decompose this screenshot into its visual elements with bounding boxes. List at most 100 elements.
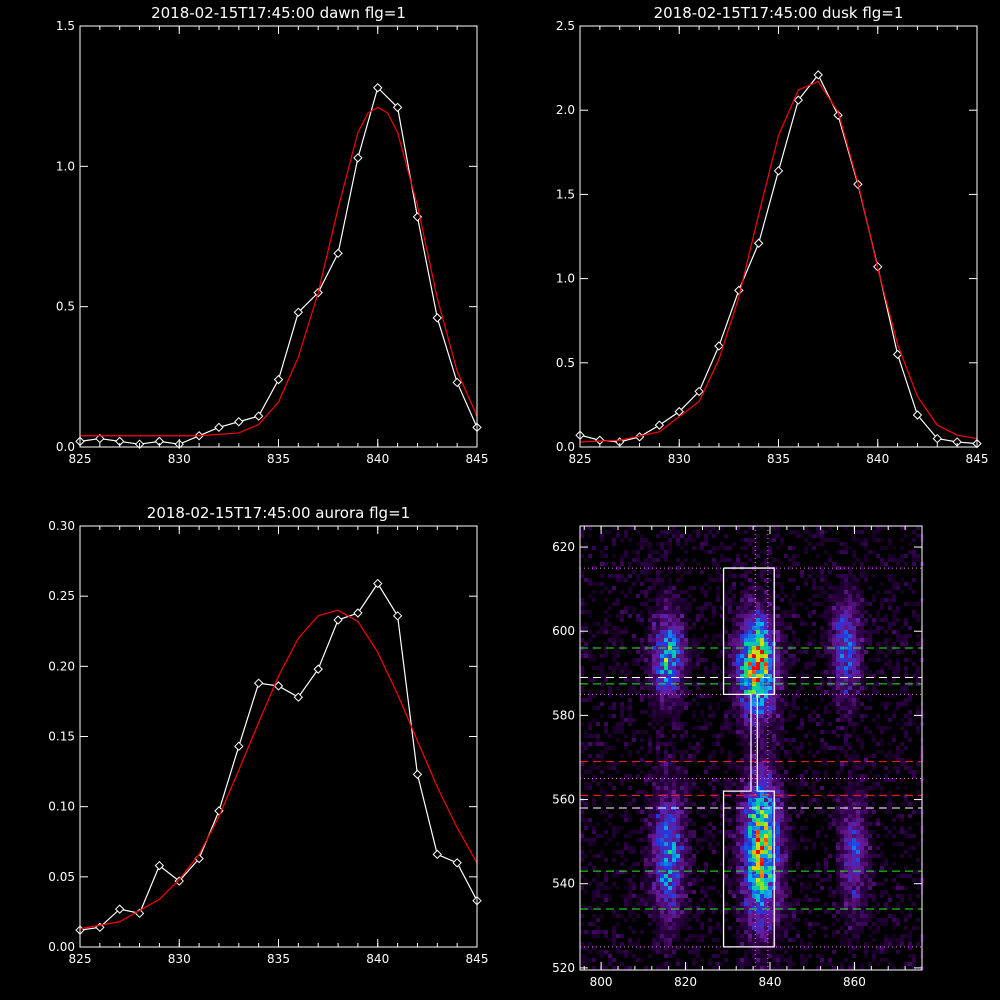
heatmap-cell <box>844 578 848 582</box>
heatmap-cell <box>844 826 848 830</box>
heatmap-cell <box>580 530 584 534</box>
heatmap-cell <box>692 558 696 562</box>
heatmap-cell <box>648 642 652 646</box>
heatmap-cell <box>612 830 616 834</box>
heatmap-cell <box>748 662 752 666</box>
heatmap-cell <box>580 846 584 850</box>
heatmap-cell <box>840 542 844 546</box>
heatmap-cell <box>604 630 608 634</box>
heatmap-cell <box>656 642 660 646</box>
heatmap-cell <box>836 810 840 814</box>
heatmap-cell <box>780 782 784 786</box>
chart-panel-3: 825 830 835 840 8450.000.050.100.150.200.250… <box>48 504 488 966</box>
heatmap-cell <box>588 694 592 698</box>
heatmap-cell <box>744 766 748 770</box>
heatmap-cell <box>892 842 896 846</box>
heatmap-cell <box>896 886 900 890</box>
heatmap-cell <box>712 614 716 618</box>
heatmap-cell <box>836 630 840 634</box>
heatmap-cell <box>620 574 624 578</box>
heatmap-cell <box>624 610 628 614</box>
heatmap-cell <box>680 650 684 654</box>
heatmap-cell <box>868 886 872 890</box>
heatmap-cell <box>768 734 772 738</box>
heatmap-cell <box>872 618 876 622</box>
heatmap-cell <box>688 654 692 658</box>
heatmap-cell <box>596 742 600 746</box>
heatmap-cell <box>784 910 788 914</box>
heatmap-cell <box>752 686 756 690</box>
heatmap-cell <box>912 774 916 778</box>
heatmap-cell <box>860 830 864 834</box>
heatmap-cell <box>696 658 700 662</box>
heatmap-cell <box>740 674 744 678</box>
heatmap-cell <box>776 858 780 862</box>
heatmap-cell <box>748 686 752 690</box>
heatmap-cell <box>824 758 828 762</box>
heatmap-cell <box>584 794 588 798</box>
heatmap-cell <box>804 846 808 850</box>
heatmap-cell <box>764 602 768 606</box>
heatmap-cell <box>656 690 660 694</box>
heatmap-cell <box>744 694 748 698</box>
heatmap-cell <box>692 650 696 654</box>
heatmap-cell <box>592 878 596 882</box>
heatmap-cell <box>804 782 808 786</box>
heatmap-cell <box>820 590 824 594</box>
heatmap-cell <box>752 738 756 742</box>
heatmap-cell <box>740 714 744 718</box>
heatmap-cell <box>884 714 888 718</box>
heatmap-cell <box>752 758 756 762</box>
heatmap-cell <box>668 902 672 906</box>
plot-frame <box>79 525 478 948</box>
heatmap-cell <box>704 534 708 538</box>
heatmap-cell <box>804 906 808 910</box>
heatmap-cell <box>732 650 736 654</box>
heatmap-cell <box>688 638 692 642</box>
heatmap-cell <box>776 638 780 642</box>
heatmap-cell <box>668 658 672 662</box>
heatmap-cell <box>728 726 732 730</box>
heatmap-cell <box>796 614 800 618</box>
heatmap-cell <box>592 634 596 638</box>
heatmap-cell <box>760 906 764 910</box>
heatmap-cell <box>912 614 916 618</box>
heatmap-cell <box>604 750 608 754</box>
heatmap-cell <box>852 766 856 770</box>
heatmap-cell <box>852 886 856 890</box>
heatmap-cell <box>764 582 768 586</box>
heatmap-cell <box>648 606 652 610</box>
heatmap-cell <box>784 694 788 698</box>
heatmap-cell <box>780 790 784 794</box>
heatmap-cell <box>836 562 840 566</box>
heatmap-cell <box>640 590 644 594</box>
heatmap-cell <box>780 814 784 818</box>
heatmap-cell <box>640 882 644 886</box>
y-tick-label: 1.0 <box>56 159 75 173</box>
heatmap-cell <box>828 634 832 638</box>
heatmap-cell <box>868 694 872 698</box>
heatmap-cell <box>848 806 852 810</box>
heatmap-cell <box>764 782 768 786</box>
heatmap-cell <box>704 594 708 598</box>
heatmap-cell <box>660 878 664 882</box>
heatmap-cell <box>724 902 728 906</box>
heatmap-cell <box>832 698 836 702</box>
heatmap-cell <box>680 678 684 682</box>
heatmap-cell <box>896 786 900 790</box>
heatmap-cell <box>604 798 608 802</box>
heatmap-cell <box>752 794 756 798</box>
heatmap-cell <box>744 782 748 786</box>
heatmap-cell <box>788 826 792 830</box>
heatmap-cell <box>648 698 652 702</box>
heatmap-cell <box>744 750 748 754</box>
heatmap-cell <box>632 802 636 806</box>
heatmap-cell <box>680 790 684 794</box>
heatmap-cell <box>700 790 704 794</box>
heatmap-cell <box>740 582 744 586</box>
heatmap-cell <box>808 714 812 718</box>
heatmap-cell <box>688 570 692 574</box>
heatmap-cell <box>876 670 880 674</box>
heatmap-cell <box>720 730 724 734</box>
heatmap-cell <box>644 590 648 594</box>
